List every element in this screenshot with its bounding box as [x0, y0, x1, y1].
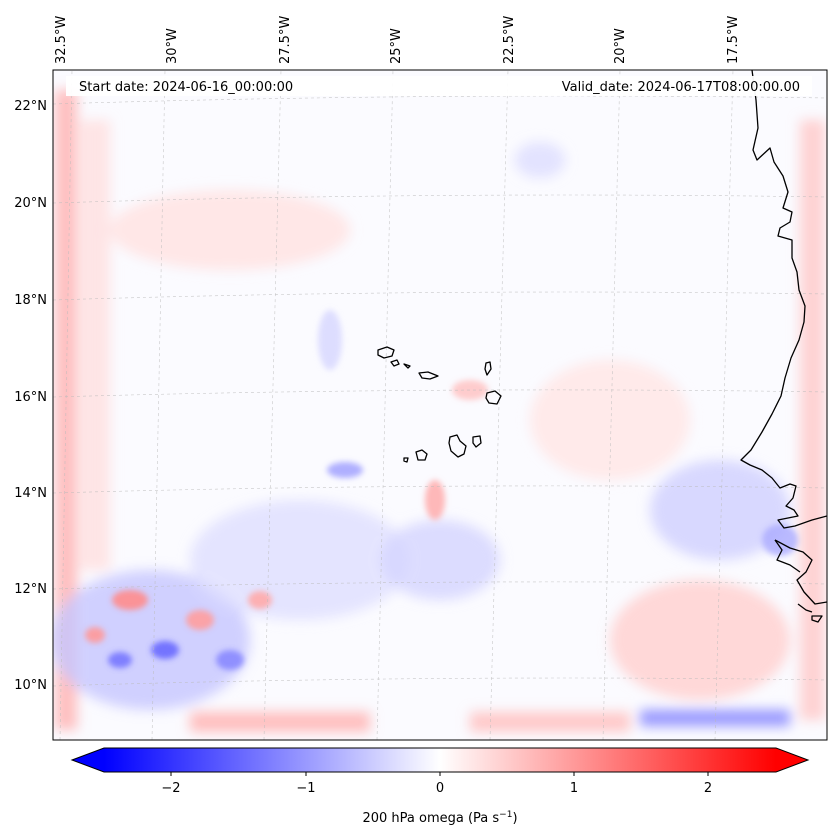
colorbar-tick-minus-2: −2: [161, 781, 180, 796]
lon-label-32-5w: 32.5°W: [54, 16, 69, 64]
colorbar-label: 200 hPa omega (Pa s−1): [362, 810, 517, 826]
lat-label-16n: 16°N: [14, 390, 47, 405]
lon-label-27-5w: 27.5°W: [278, 16, 293, 64]
lon-label-22-5w: 22.5°W: [502, 16, 517, 64]
start-date-label: Start date: 2024-06-16_00:00:00: [79, 80, 293, 95]
lat-label-18n: 18°N: [14, 293, 47, 308]
lat-label-12n: 12°N: [14, 582, 47, 597]
colorbar-tick-2: 2: [704, 781, 712, 796]
lat-label-20n: 20°N: [14, 196, 47, 211]
colorbar-body: [104, 748, 776, 772]
cape-verde-islands: [377, 346, 502, 463]
longitude-labels: 32.5°W 30°W 27.5°W 25°W 22.5°W 20°W 17.5…: [54, 16, 741, 64]
lon-label-25w: 25°W: [389, 28, 404, 64]
colorbar-extend-min: [72, 748, 104, 772]
lat-label-14n: 14°N: [14, 486, 47, 501]
gridlines: [53, 70, 827, 740]
colorbar-tick-minus-1: −1: [296, 781, 315, 796]
lon-label-30w: 30°W: [165, 28, 180, 64]
lat-label-22n: 22°N: [14, 99, 47, 114]
omega-field: [53, 70, 827, 740]
colorbar-tick-0: 0: [436, 781, 444, 796]
colorbar: −2 −1 0 1 2 200 hPa omega (Pa s−1): [70, 747, 810, 826]
colorbar-tick-1: 1: [570, 781, 578, 796]
lon-label-17-5w: 17.5°W: [726, 16, 741, 64]
latitude-labels: 22°N 20°N 18°N 16°N 14°N 12°N 10°N: [14, 99, 47, 693]
coastline-west-africa: [740, 70, 827, 623]
colorbar-extend-max: [776, 748, 808, 772]
lon-label-20w: 20°W: [613, 28, 628, 64]
valid-date-label: Valid_date: 2024-06-17T08:00:00.00: [562, 80, 800, 95]
map-frame: [52, 69, 828, 741]
lat-label-10n: 10°N: [14, 678, 47, 693]
